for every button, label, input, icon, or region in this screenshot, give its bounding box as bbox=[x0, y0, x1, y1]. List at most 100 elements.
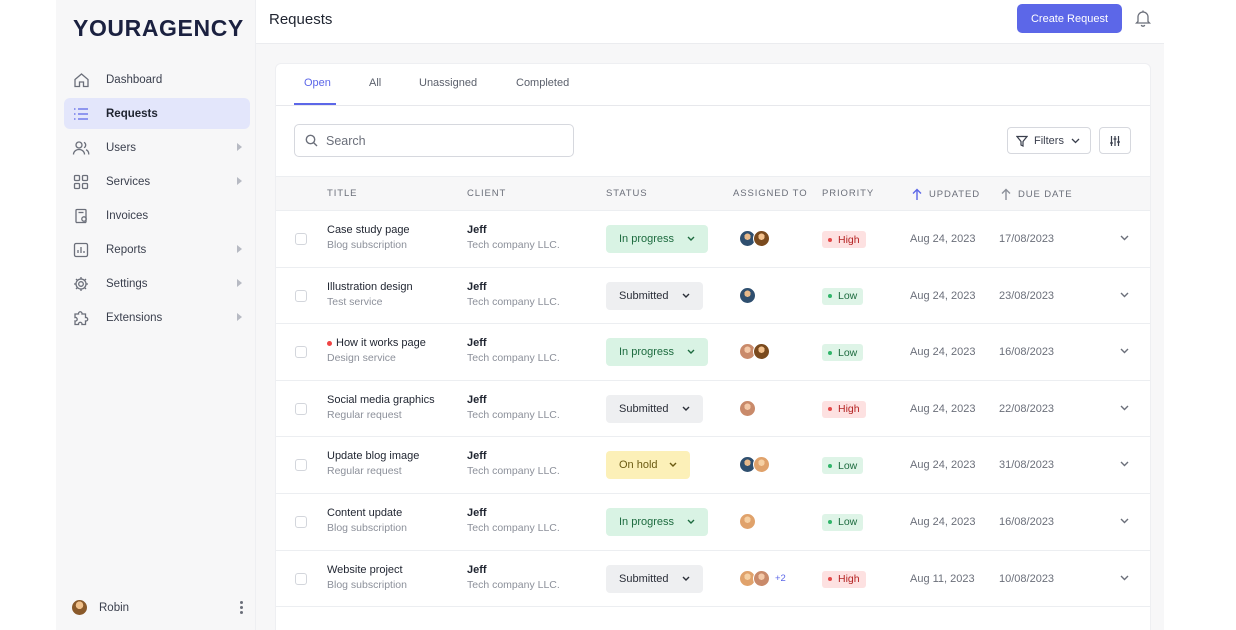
assignee-avatar[interactable] bbox=[739, 286, 756, 304]
assignee-avatar[interactable] bbox=[739, 399, 756, 417]
status-dropdown[interactable]: Submitted bbox=[606, 281, 703, 310]
column-header-title[interactable]: TITLE bbox=[327, 188, 358, 199]
more-assignees-count[interactable]: +2 bbox=[775, 572, 786, 584]
assignee-group[interactable]: +2 bbox=[739, 569, 786, 587]
search-input[interactable] bbox=[326, 133, 556, 148]
chevron-down-icon bbox=[682, 576, 690, 581]
chevron-right-icon bbox=[237, 245, 242, 253]
title-cell[interactable]: Website project Blog subscription bbox=[327, 564, 407, 591]
create-request-button[interactable]: Create Request bbox=[1017, 4, 1122, 33]
table-row[interactable]: Case study page Blog subscription Jeff T… bbox=[276, 211, 1150, 268]
status-dropdown[interactable]: In progress bbox=[606, 338, 708, 367]
title-cell[interactable]: Social media graphics Regular request bbox=[327, 394, 435, 421]
status-dropdown[interactable]: Submitted bbox=[606, 394, 703, 423]
expand-row-chevron-icon[interactable] bbox=[1120, 292, 1129, 298]
sidebar-item-label: Services bbox=[106, 175, 151, 188]
title-cell[interactable]: Case study page Blog subscription bbox=[327, 224, 410, 251]
tab-unassigned[interactable]: Unassigned bbox=[419, 77, 478, 89]
user-profile[interactable]: Robin bbox=[72, 600, 248, 615]
column-header-status[interactable]: STATUS bbox=[606, 188, 648, 199]
priority-badge: High bbox=[822, 400, 866, 418]
table-row[interactable]: Content update Blog subscription Jeff Te… bbox=[276, 494, 1150, 551]
table-row[interactable]: Website project Blog subscription Jeff T… bbox=[276, 551, 1150, 608]
table-row[interactable]: Illustration design Test service Jeff Te… bbox=[276, 268, 1150, 325]
sidebar-item-services[interactable]: Services bbox=[64, 166, 250, 197]
status-dropdown[interactable]: In progress bbox=[606, 507, 708, 536]
title-cell[interactable]: How it works page Design service bbox=[327, 337, 426, 364]
sidebar-item-settings[interactable]: Settings bbox=[64, 268, 250, 299]
assignee-group[interactable] bbox=[739, 456, 775, 474]
request-title: Social media graphics bbox=[327, 393, 435, 406]
row-checkbox[interactable] bbox=[295, 289, 307, 302]
client-name: Jeff bbox=[467, 450, 487, 463]
column-header-client[interactable]: CLIENT bbox=[467, 188, 507, 199]
table-row[interactable]: Social media graphics Regular request Je… bbox=[276, 381, 1150, 438]
sidebar-item-extensions[interactable]: Extensions bbox=[64, 302, 250, 333]
filters-button[interactable]: Filters bbox=[1007, 127, 1091, 154]
column-header-updated[interactable]: UPDATED bbox=[912, 188, 980, 201]
priority-badge: Low bbox=[822, 513, 864, 531]
client-name: Jeff bbox=[467, 563, 487, 576]
status-dropdown[interactable]: On hold bbox=[606, 451, 690, 480]
expand-row-chevron-icon[interactable] bbox=[1120, 405, 1129, 411]
row-checkbox[interactable] bbox=[295, 459, 307, 472]
sidebar-item-dashboard[interactable]: Dashboard bbox=[64, 64, 250, 95]
assignee-avatar[interactable] bbox=[739, 512, 756, 530]
sidebar-nav: Dashboard Requests Users Services bbox=[64, 64, 250, 336]
client-company: Tech company LLC. bbox=[467, 578, 560, 591]
status-dropdown[interactable]: In progress bbox=[606, 225, 708, 253]
sidebar-item-users[interactable]: Users bbox=[64, 132, 250, 163]
tab-all[interactable]: All bbox=[369, 77, 382, 89]
brand-logo[interactable]: YOURAGENCY bbox=[73, 15, 244, 41]
assignee-avatar[interactable] bbox=[753, 456, 770, 474]
assignee-group[interactable] bbox=[739, 230, 775, 247]
client-cell: Jeff Tech company LLC. bbox=[467, 224, 560, 251]
filters-label: Filters bbox=[1034, 134, 1064, 147]
kebab-menu-icon[interactable] bbox=[240, 601, 244, 614]
assignee-group[interactable] bbox=[739, 286, 761, 304]
bell-icon[interactable] bbox=[1134, 9, 1152, 27]
request-title: Website project bbox=[327, 563, 403, 576]
expand-row-chevron-icon[interactable] bbox=[1120, 348, 1129, 354]
assignee-avatar[interactable] bbox=[753, 343, 770, 361]
assignee-avatar[interactable] bbox=[753, 230, 770, 247]
title-cell[interactable]: Update blog image Regular request bbox=[327, 450, 419, 477]
expand-row-chevron-icon[interactable] bbox=[1120, 518, 1129, 524]
column-header-assigned[interactable]: ASSIGNED TO bbox=[733, 188, 808, 199]
row-checkbox[interactable] bbox=[295, 346, 307, 359]
tab-open[interactable]: Open bbox=[304, 77, 331, 89]
priority-badge: Low bbox=[822, 457, 864, 475]
chevron-down-icon bbox=[1071, 138, 1080, 143]
request-title: Content update bbox=[327, 506, 403, 519]
sidebar-item-label: Settings bbox=[106, 277, 148, 290]
updated-date: Aug 11, 2023 bbox=[910, 572, 975, 585]
chevron-right-icon bbox=[237, 143, 242, 151]
row-checkbox[interactable] bbox=[295, 402, 307, 415]
sidebar-item-requests[interactable]: Requests bbox=[64, 98, 250, 129]
expand-row-chevron-icon[interactable] bbox=[1120, 461, 1129, 467]
row-checkbox[interactable] bbox=[295, 515, 307, 528]
column-header-due-date[interactable]: DUE DATE bbox=[1001, 188, 1073, 201]
tab-completed[interactable]: Completed bbox=[516, 77, 570, 89]
title-cell[interactable]: Illustration design Test service bbox=[327, 281, 413, 308]
table-row[interactable]: How it works page Design service Jeff Te… bbox=[276, 324, 1150, 381]
sidebar-item-invoices[interactable]: Invoices bbox=[64, 200, 250, 231]
app-window: YOURAGENCY Dashboard Requests Users bbox=[56, 0, 1164, 630]
updated-date: Aug 24, 2023 bbox=[910, 459, 976, 472]
assignee-avatar[interactable] bbox=[753, 569, 770, 587]
search-box[interactable] bbox=[294, 124, 574, 157]
title-cell[interactable]: Content update Blog subscription bbox=[327, 507, 407, 534]
row-checkbox[interactable] bbox=[295, 233, 307, 245]
expand-row-chevron-icon[interactable] bbox=[1120, 575, 1129, 581]
assignee-group[interactable] bbox=[739, 343, 775, 361]
sidebar-item-reports[interactable]: Reports bbox=[64, 234, 250, 265]
table-row[interactable]: Update blog image Regular request Jeff T… bbox=[276, 437, 1150, 494]
row-checkbox[interactable] bbox=[295, 572, 307, 585]
status-dropdown[interactable]: Submitted bbox=[606, 564, 703, 593]
assignee-group[interactable] bbox=[739, 399, 761, 417]
column-header-priority[interactable]: PRIORITY bbox=[822, 188, 875, 199]
assignee-group[interactable] bbox=[739, 512, 761, 530]
expand-row-chevron-icon[interactable] bbox=[1120, 235, 1129, 241]
column-settings-button[interactable] bbox=[1099, 127, 1131, 154]
due-date: 22/08/2023 bbox=[999, 402, 1055, 415]
